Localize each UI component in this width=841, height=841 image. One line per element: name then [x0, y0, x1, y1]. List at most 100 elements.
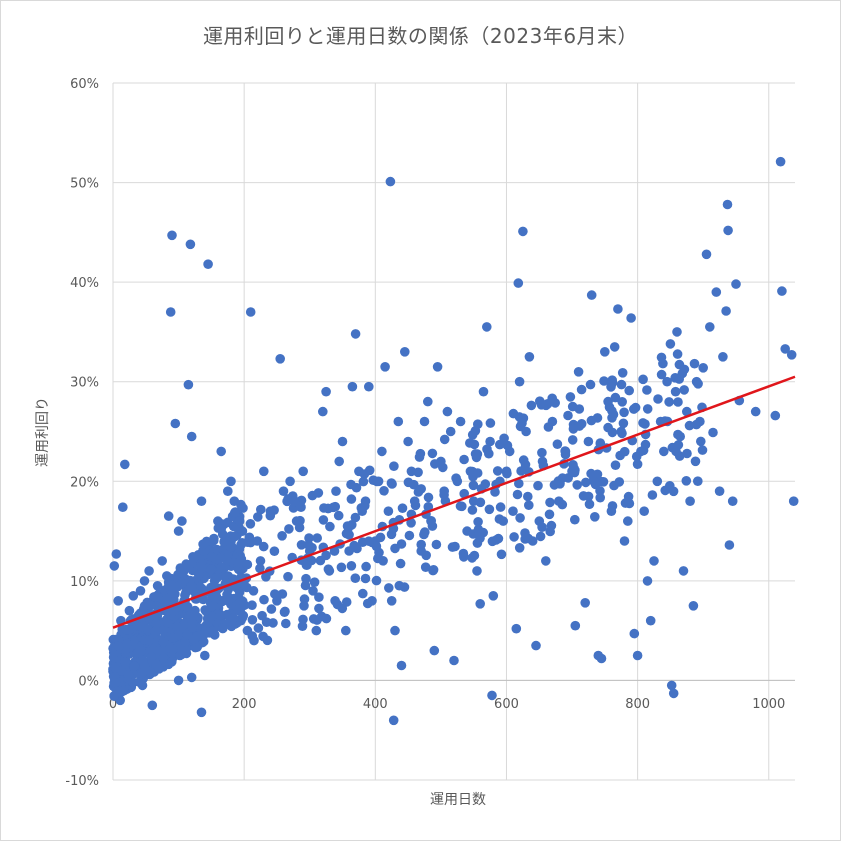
x-tick-label: 600 [494, 697, 519, 712]
data-point [152, 581, 163, 591]
data-point [321, 613, 332, 624]
data-point [623, 516, 633, 526]
data-point [515, 513, 525, 523]
x-tick-label: 200 [232, 697, 257, 712]
data-point [419, 416, 430, 427]
chart-title: 運用利回りと運用日数の関係（2023年6月末） [202, 24, 639, 48]
data-point [215, 553, 226, 564]
data-point [371, 575, 382, 586]
data-point [563, 410, 573, 421]
data-point [385, 176, 396, 187]
data-point [245, 519, 256, 529]
x-tick-label: 800 [625, 697, 650, 712]
data-point [468, 471, 478, 482]
data-point [652, 476, 663, 487]
data-point [346, 494, 357, 504]
data-point [196, 707, 207, 718]
data-point [423, 492, 434, 503]
data-point [242, 582, 252, 593]
data-point [662, 376, 672, 387]
data-point [718, 352, 728, 362]
data-point [384, 583, 394, 593]
data-point [514, 376, 525, 387]
data-point [775, 156, 786, 167]
data-point [167, 588, 178, 598]
data-point [439, 434, 450, 445]
data-point [337, 603, 348, 614]
data-point [245, 537, 256, 548]
data-point [163, 511, 174, 521]
data-point [596, 653, 607, 664]
data-point [129, 661, 139, 671]
data-point [380, 362, 390, 372]
data-point [482, 322, 492, 332]
data-point [172, 621, 182, 632]
data-point [459, 488, 470, 499]
data-point [162, 618, 173, 628]
data-point [168, 644, 178, 655]
data-point [299, 594, 310, 604]
data-point [275, 354, 286, 364]
data-point [409, 479, 419, 490]
data-point [645, 615, 656, 626]
data-point [277, 531, 287, 541]
data-point [242, 559, 253, 570]
data-point [607, 375, 617, 386]
data-point [615, 450, 625, 461]
data-point [475, 533, 485, 543]
data-point [482, 444, 492, 455]
data-point [186, 581, 197, 591]
data-point [196, 496, 207, 507]
data-point [266, 604, 277, 614]
data-point [182, 601, 193, 612]
data-point [269, 505, 279, 515]
data-point [321, 386, 331, 397]
data-point [458, 548, 469, 559]
data-point [321, 550, 331, 561]
data-point [158, 652, 168, 663]
data-point [545, 526, 555, 537]
data-point [573, 367, 584, 377]
data-point [777, 286, 787, 296]
data-point [526, 400, 537, 411]
data-point [590, 512, 600, 522]
data-point [459, 454, 469, 465]
data-point [328, 502, 339, 513]
data-point [396, 660, 407, 671]
data-point [186, 672, 197, 683]
data-point [377, 446, 387, 457]
data-point [682, 406, 692, 417]
data-point [113, 641, 124, 652]
data-point [228, 613, 239, 623]
data-point [301, 573, 311, 584]
data-point [512, 489, 523, 500]
data-point [144, 566, 154, 576]
x-tick-labels: 0 200 400 600 800 1000 [109, 697, 785, 712]
data-point [238, 610, 249, 621]
data-point [672, 327, 682, 337]
data-point [467, 430, 478, 440]
data-point [362, 598, 373, 609]
data-point [721, 306, 731, 316]
data-point [386, 596, 397, 606]
data-point [371, 541, 382, 552]
data-point [541, 556, 551, 566]
data-point [617, 428, 627, 439]
y-tick-label: -10% [65, 774, 99, 789]
data-point [640, 419, 650, 429]
data-point [473, 419, 483, 430]
data-point [638, 374, 648, 385]
data-point [429, 645, 440, 656]
data-point [210, 593, 220, 603]
data-point [336, 562, 347, 573]
data-point [681, 476, 692, 486]
data-point [609, 342, 620, 352]
data-point [780, 344, 790, 354]
data-point [535, 531, 546, 542]
data-point [581, 477, 591, 488]
data-point [341, 528, 352, 539]
data-point [330, 596, 340, 606]
data-point [255, 563, 265, 574]
data-point [427, 448, 438, 459]
data-point [188, 634, 199, 644]
